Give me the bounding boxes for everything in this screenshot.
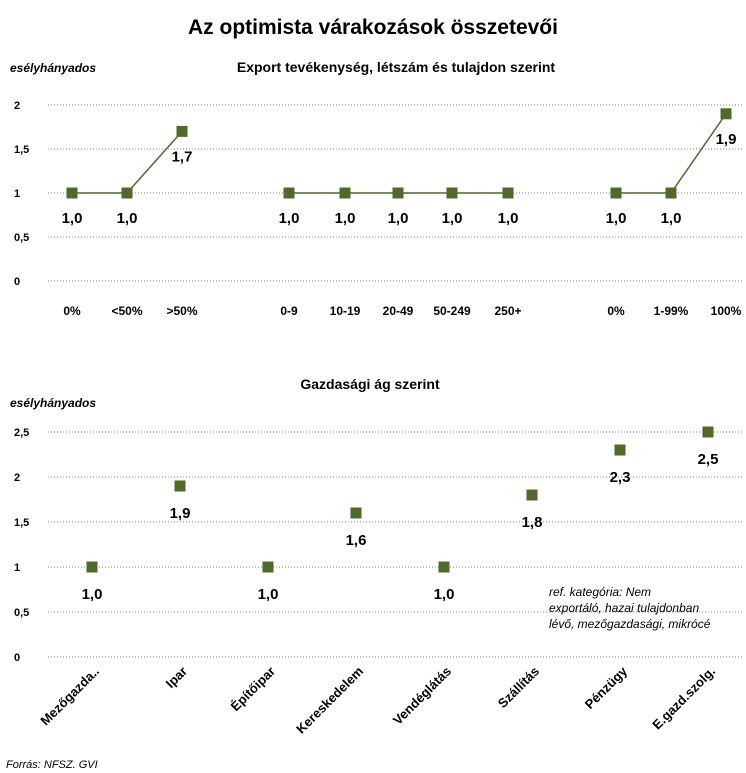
data-label: 2,5 xyxy=(698,451,719,468)
x-tick-label: Építőipar xyxy=(228,664,278,714)
chart-2-data-labels: 1,0 1,9 1,0 1,6 1,0 1,8 2,3 2,5 xyxy=(82,451,719,603)
data-marker xyxy=(446,187,458,199)
x-tick-label: Kereskedelem xyxy=(293,664,366,737)
data-marker xyxy=(720,108,732,120)
x-tick-label: Vendéglátás xyxy=(390,664,454,728)
chart-1-subtitle: Export tevékenység, létszám és tulajdon … xyxy=(237,59,556,75)
chart-1-series-lines xyxy=(72,113,727,194)
y-tick-label: 1,5 xyxy=(14,517,29,529)
data-marker xyxy=(176,125,188,137)
chart-1-markers xyxy=(66,108,732,199)
x-tick-label: Pénzügy xyxy=(582,663,631,712)
data-label: 1,7 xyxy=(172,148,193,165)
data-label: 1,0 xyxy=(117,210,138,227)
x-tick-label: E.gazd.szolg. xyxy=(649,664,718,733)
data-label: 1,0 xyxy=(498,210,519,227)
data-label: 1,8 xyxy=(522,514,543,531)
reference-note-line-2: exportáló, hazai tulajdonban xyxy=(549,601,699,615)
data-label: 1,0 xyxy=(388,210,409,227)
x-tick-label: 0-9 xyxy=(280,304,298,318)
x-tick-label: 10-19 xyxy=(330,304,361,318)
data-marker xyxy=(350,507,362,519)
data-marker xyxy=(174,480,186,492)
data-marker xyxy=(283,187,295,199)
data-marker xyxy=(86,561,98,573)
chart-1-data-labels: 1,0 1,0 1,7 1,0 1,0 1,0 1,0 1,0 1,0 1,0 1,9 xyxy=(62,131,737,227)
data-marker xyxy=(702,426,714,438)
data-marker xyxy=(262,561,274,573)
data-marker xyxy=(526,489,538,501)
chart-2-subtitle: Gazdasági ág szerint xyxy=(300,376,440,392)
x-tick-label: Szállítás xyxy=(495,664,542,711)
x-tick-label: 0% xyxy=(607,304,625,318)
x-tick-label: 50-249 xyxy=(433,304,471,318)
chart-1-y-ticks: 0 0,5 1 1,5 2 xyxy=(14,100,29,288)
source-note: Forrás: NFSZ. GVI xyxy=(6,759,98,771)
data-marker xyxy=(438,561,450,573)
x-tick-label: Mezőgazda.. xyxy=(37,664,102,729)
x-tick-label: Ipar xyxy=(163,664,190,691)
x-tick-label: >50% xyxy=(166,304,197,318)
y-tick-label: 1 xyxy=(14,188,20,200)
data-label: 1,9 xyxy=(170,505,191,522)
series-line xyxy=(616,113,727,194)
y-tick-label: 2,5 xyxy=(14,427,29,439)
chart-title: Az optimista várakozások összetevői xyxy=(188,16,558,39)
chart-2-x-ticks: Mezőgazda.. Ipar Építőipar Kereskedelem Vend… xyxy=(37,663,718,736)
data-marker xyxy=(339,187,351,199)
x-tick-label: 100% xyxy=(711,304,742,318)
reference-note-line-1: ref. kategória: Nem xyxy=(549,585,651,599)
data-label: 1,0 xyxy=(82,586,103,603)
chart-2-markers xyxy=(86,426,714,573)
x-tick-label: <50% xyxy=(111,304,142,318)
y-tick-label: 0 xyxy=(14,276,20,288)
data-label: 2,3 xyxy=(610,469,631,486)
y-tick-label: 1 xyxy=(14,562,20,574)
data-label: 1,9 xyxy=(716,131,737,148)
y-tick-label: 2 xyxy=(14,100,20,112)
x-tick-label: 1-99% xyxy=(654,304,689,318)
x-tick-label: 0% xyxy=(63,304,81,318)
data-label: 1,0 xyxy=(258,586,279,603)
data-marker xyxy=(121,187,133,199)
data-label: 1,0 xyxy=(606,210,627,227)
series-line xyxy=(72,130,183,194)
x-tick-label: 250+ xyxy=(494,304,521,318)
y-tick-label: 0,5 xyxy=(14,232,29,244)
data-label: 1,0 xyxy=(434,586,455,603)
reference-note-line-3: lévő, mezőgazdasági, mikrócé xyxy=(549,617,711,631)
y-tick-label: 2 xyxy=(14,472,20,484)
chart-1-x-ticks: 0% <50% >50% 0-9 10-19 20-49 50-249 250+ 0% 1-99%… xyxy=(63,304,741,318)
y-tick-label: 0 xyxy=(14,652,20,664)
data-label: 1,0 xyxy=(279,210,300,227)
data-label: 1,0 xyxy=(335,210,356,227)
chart-2-y-ticks: 0 0,5 1 1,5 2 2,5 xyxy=(14,427,29,664)
data-marker xyxy=(614,444,626,456)
data-label: 1,0 xyxy=(661,210,682,227)
data-marker xyxy=(610,187,622,199)
y-tick-label: 0,5 xyxy=(14,607,29,619)
data-marker xyxy=(392,187,404,199)
data-label: 1,0 xyxy=(442,210,463,227)
data-label: 1,0 xyxy=(62,210,83,227)
data-marker xyxy=(502,187,514,199)
y-tick-label: 1,5 xyxy=(14,144,29,156)
chart-2-ylabel: esélyhányados xyxy=(10,396,96,410)
chart-2: Gazdasági ág szerint esélyhányados 0 0,5 1… xyxy=(10,376,742,736)
chart-1: esélyhányados Export tevékenység, létszá… xyxy=(10,59,742,318)
data-marker xyxy=(665,187,677,199)
x-tick-label: 20-49 xyxy=(383,304,414,318)
data-label: 1,6 xyxy=(346,532,367,549)
data-marker xyxy=(66,187,78,199)
chart-1-ylabel: esélyhányados xyxy=(10,61,96,75)
